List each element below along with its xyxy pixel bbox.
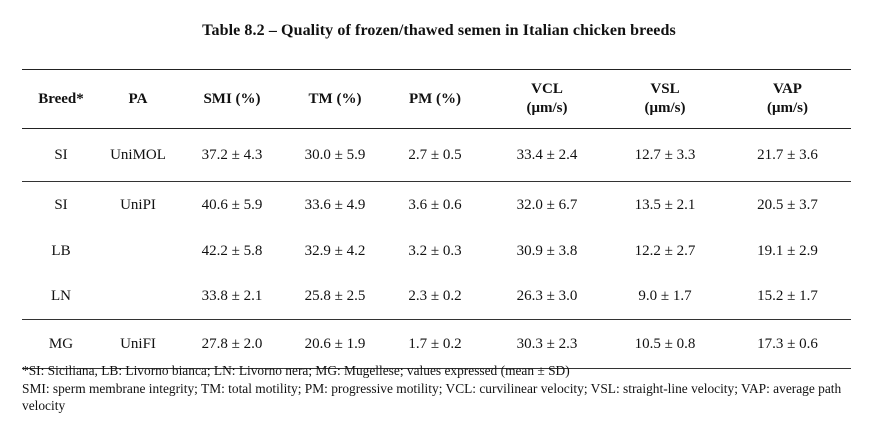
vsl-cell: 12.7 ± 3.3 — [606, 128, 724, 182]
pa-cell: UniFI — [100, 319, 176, 369]
pa-cell — [100, 273, 176, 320]
vap-cell: 21.7 ± 3.6 — [724, 128, 851, 182]
vsl-cell: 9.0 ± 1.7 — [606, 273, 724, 320]
pm-cell: 3.6 ± 0.6 — [408, 197, 462, 213]
column-header: PM (%) — [382, 69, 488, 129]
column-header: VAP (μm/s) — [724, 69, 851, 129]
table-caption: Table 8.2 – Quality of frozen/thawed sem… — [202, 22, 676, 39]
vcl-cell: 33.4 ± 2.4 — [488, 128, 606, 182]
column-header: TM (%) — [288, 69, 382, 129]
pa-cell — [100, 229, 176, 273]
tm-cell: 33.6 ± 4.9 — [304, 197, 366, 213]
table-row: SI UniMOL 37.2 ± 4.3 30.0 ± 5.9 2.7 ± 0.… — [22, 128, 851, 182]
pm-cell: 2.3 ± 0.2 — [382, 273, 488, 320]
breed-cell: SI — [22, 128, 100, 182]
pm-cell: 3.2 ± 0.3 — [408, 242, 462, 259]
tm-cell: 25.8 ± 2.5 — [288, 273, 382, 320]
column-header: SMI (%) — [176, 69, 288, 129]
column-header: VSL (μm/s) — [606, 69, 724, 129]
table-footnotes: *SI: Siciliana, LB: Livorno bianca; LN: … — [22, 362, 862, 415]
vcl-cell: 26.3 ± 3.0 — [488, 273, 606, 320]
vsl-cell: 12.2 ± 2.7 — [634, 242, 696, 259]
tm-cell: 20.6 ± 1.9 — [288, 319, 382, 369]
footnote-definitions: SMI: sperm membrane integrity; TM: total… — [22, 380, 842, 414]
smi-cell: 40.6 ± 5.9 — [201, 197, 263, 213]
column-header: PA — [100, 69, 176, 129]
breed-cell: LN — [22, 273, 100, 320]
breed-cell: LB — [51, 242, 71, 259]
smi-cell: 27.8 ± 2.0 — [176, 319, 288, 369]
column-header: VCL (μm/s) — [488, 69, 606, 129]
vap-cell: 20.5 ± 3.7 — [757, 197, 818, 213]
table-row: LN 33.8 ± 2.1 25.8 ± 2.5 2.3 ± 0.2 26.3 … — [22, 273, 851, 320]
column-header: Breed* — [22, 69, 100, 129]
vsl-cell: 13.5 ± 2.1 — [634, 197, 696, 213]
breed-cell: SI — [54, 197, 68, 213]
semen-quality-table: Breed* PA SMI (%) TM (%) PM (%) VCL (μm/s… — [22, 69, 851, 369]
smi-cell: 42.2 ± 5.8 — [201, 242, 263, 259]
header-row: Breed* PA SMI (%) TM (%) PM (%) VCL (μm/s… — [22, 69, 851, 129]
vcl-cell: 30.9 ± 3.8 — [516, 242, 578, 259]
pm-cell: 1.7 ± 0.2 — [382, 319, 488, 369]
pm-cell: 2.7 ± 0.5 — [382, 128, 488, 182]
vcl-cell: 30.3 ± 2.3 — [488, 319, 606, 369]
tm-cell: 30.0 ± 5.9 — [288, 128, 382, 182]
table-row: SI UniPI 40.6 ± 5.9 33.6 ± 4.9 3.6 ± 0.6… — [22, 182, 851, 230]
pa-cell: UniMOL — [100, 128, 176, 182]
breed-cell: MG — [22, 319, 100, 369]
tm-cell: 32.9 ± 4.2 — [304, 242, 366, 259]
table-row: MG UniFI 27.8 ± 2.0 20.6 ± 1.9 1.7 ± 0.2… — [22, 319, 851, 369]
pa-cell: UniPI — [120, 197, 156, 213]
smi-cell: 33.8 ± 2.1 — [176, 273, 288, 320]
smi-cell: 37.2 ± 4.3 — [176, 128, 288, 182]
vap-cell: 15.2 ± 1.7 — [724, 273, 851, 320]
footnote-abbreviations: *SI: Siciliana, LB: Livorno bianca; LN: … — [22, 363, 570, 378]
table-row: LB 42.2 ± 5.8 32.9 ± 4.2 3.2 ± 0.3 30.9 … — [22, 229, 851, 273]
vap-cell: 19.1 ± 2.9 — [757, 242, 818, 259]
vcl-cell: 32.0 ± 6.7 — [516, 197, 578, 213]
vsl-cell: 10.5 ± 0.8 — [606, 319, 724, 369]
vap-cell: 17.3 ± 0.6 — [724, 319, 851, 369]
